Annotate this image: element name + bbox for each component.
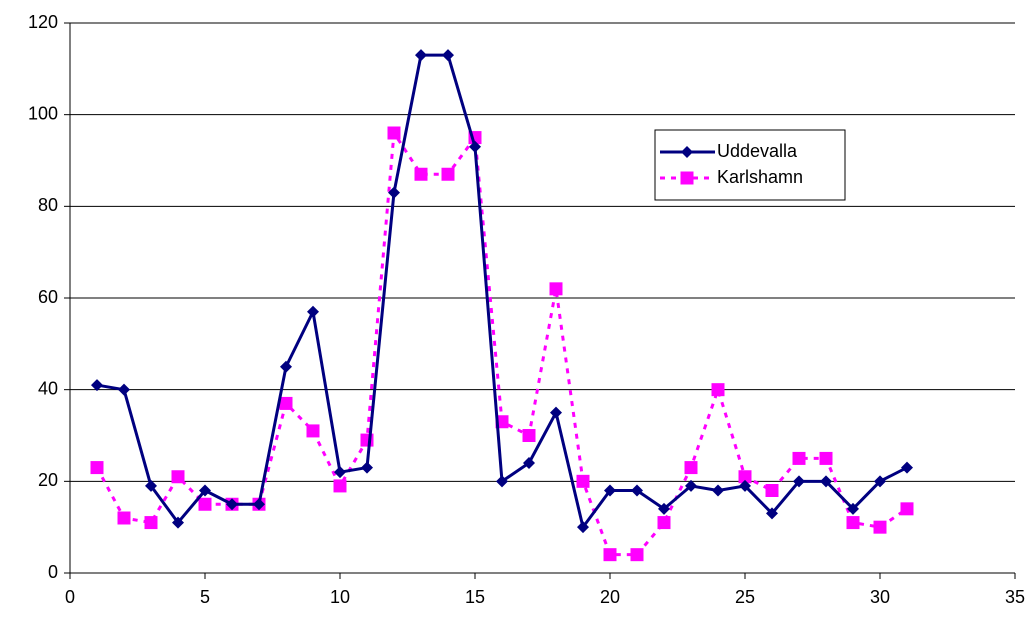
marker (90, 461, 104, 475)
marker (388, 186, 400, 199)
marker (630, 548, 644, 562)
marker (631, 484, 643, 497)
marker (361, 461, 373, 474)
marker (280, 360, 292, 373)
marker (522, 429, 536, 442)
x-tick-label: 20 (600, 587, 620, 607)
marker (792, 451, 806, 465)
x-tick-label: 35 (1005, 587, 1025, 607)
marker (144, 516, 158, 530)
legend-label: Karlshamn (717, 167, 803, 187)
marker (680, 171, 694, 185)
y-tick-label: 60 (38, 287, 58, 307)
y-tick-label: 80 (38, 195, 58, 215)
marker (523, 457, 535, 469)
marker (145, 479, 157, 492)
marker (469, 140, 481, 153)
marker (172, 516, 184, 529)
x-tick-label: 30 (870, 587, 890, 607)
marker (765, 484, 779, 497)
marker (738, 470, 752, 484)
marker (873, 520, 887, 534)
y-tick-label: 100 (28, 103, 58, 123)
marker (496, 475, 508, 488)
marker (199, 484, 211, 497)
marker (117, 511, 131, 525)
marker (171, 470, 185, 484)
x-tick-label: 10 (330, 587, 350, 607)
marker (415, 49, 427, 62)
marker (766, 507, 778, 520)
x-tick-label: 25 (735, 587, 755, 607)
marker (657, 516, 671, 530)
marker (711, 383, 725, 397)
marker (684, 461, 698, 475)
marker (441, 167, 455, 181)
marker (681, 146, 693, 158)
y-tick-label: 120 (28, 12, 58, 32)
y-tick-label: 0 (48, 562, 58, 582)
marker (307, 305, 319, 318)
x-tick-label: 0 (65, 587, 75, 607)
marker (306, 424, 320, 438)
marker (333, 479, 347, 493)
marker (442, 49, 454, 62)
marker (874, 475, 886, 488)
y-tick-label: 20 (38, 470, 58, 490)
marker (387, 126, 401, 140)
marker (279, 396, 293, 410)
marker (576, 474, 590, 488)
marker (226, 498, 238, 511)
marker (550, 406, 562, 419)
legend-label: Uddevalla (717, 141, 798, 161)
series-line (96, 53, 908, 529)
marker (253, 498, 265, 511)
marker (198, 497, 212, 511)
marker (820, 475, 832, 488)
marker (91, 379, 103, 392)
marker (118, 383, 130, 396)
marker (712, 484, 724, 497)
marker (739, 479, 751, 492)
marker (900, 502, 914, 516)
marker (685, 479, 697, 492)
marker (577, 521, 589, 534)
marker (846, 516, 860, 530)
marker (847, 502, 859, 515)
marker (901, 461, 913, 474)
marker (793, 475, 805, 488)
marker (414, 167, 428, 181)
marker (819, 451, 833, 465)
y-tick-label: 40 (38, 378, 58, 398)
marker (604, 484, 616, 497)
marker (549, 282, 563, 296)
marker (603, 548, 617, 562)
legend-box (654, 129, 846, 201)
x-tick-label: 15 (465, 587, 485, 607)
marker (658, 502, 670, 515)
marker (334, 466, 346, 479)
x-tick-label: 5 (200, 587, 210, 607)
